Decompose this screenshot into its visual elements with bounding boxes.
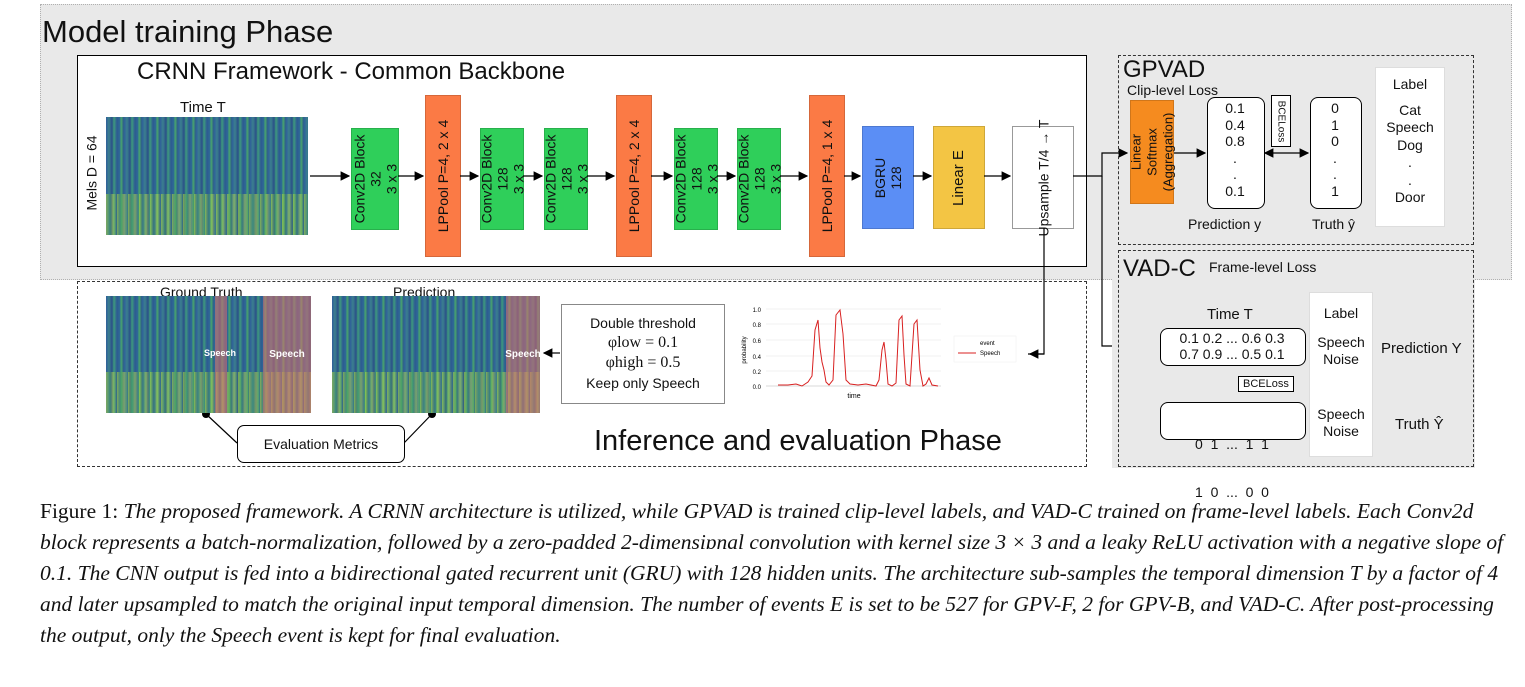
plot-speech-line	[778, 308, 939, 387]
prediction-speech-segment: Speech	[505, 296, 541, 413]
figure-caption: Figure 1: The proposed framework. A CRNN…	[40, 496, 1512, 651]
gpvad-label-1: Speech	[1386, 119, 1434, 135]
gpvad-label-column: Label Cat Speech Dog . . Door	[1375, 67, 1445, 227]
gpvad-truth-values: 0 1 0 . . 1	[1310, 100, 1360, 199]
gpvad-pred-1: 0.4	[1225, 116, 1245, 133]
vadc-pred-row-0: 0.1 0.2 ... 0.6 0.3	[1179, 330, 1285, 346]
vadc-prediction-matrix	[1160, 328, 1306, 366]
caption-lead: Figure 1:	[40, 499, 119, 523]
plot-legend	[953, 335, 1017, 363]
conv2d-block-2: Conv2D Block 128 3 x 3	[478, 128, 526, 230]
threshold-high: φhigh = 0.5	[605, 354, 681, 371]
gpvad-pred-4: .	[1233, 166, 1237, 182]
threshold-box: Double threshold φlow = 0.1 φhigh = 0.5 …	[561, 304, 725, 404]
ground-truth-speech-segment-1	[215, 296, 227, 413]
gpvad-label-5: Door	[1394, 189, 1426, 205]
vadc-title: VAD-C	[1123, 255, 1196, 282]
caption-text: The proposed framework. A CRNN architect…	[40, 499, 1504, 647]
conv2d-block-5: Conv2D Block 128 3 x 3	[735, 128, 783, 230]
gpvad-truth-0: 0	[1331, 100, 1339, 116]
gpvad-label-3: .	[1408, 154, 1412, 170]
gpvad-label-4: .	[1408, 171, 1412, 188]
vadc-label-pred-0: Speech	[1317, 334, 1365, 350]
ground-truth-speech-tag-2: Speech	[269, 349, 305, 360]
vadc-prediction-values: 0.1 0.2 ... 0.6 0.3 0.7 0.9 ... 0.5 0.1	[1160, 330, 1304, 362]
plot-ytick-2: 0.4	[753, 355, 762, 361]
vadc-label-truth-1: Noise	[1323, 423, 1359, 439]
gpvad-aggregation-block: Linear Softmax (Aggregation)	[1128, 100, 1175, 204]
plot-ylabel: probability	[742, 336, 748, 363]
conv2d-block-4: Conv2D Block 128 3 x 3	[672, 128, 720, 230]
vadc-label-truth-0: Speech	[1317, 406, 1365, 422]
vadc-label-header: Label	[1323, 305, 1359, 321]
crnn-backbone-title: CRNN Framework - Common Backbone	[137, 58, 566, 85]
probability-plot: 0.0 0.2 0.4 0.6 0.8 1.0 probability time…	[742, 308, 1017, 400]
gpvad-label-2: Dog	[1397, 136, 1423, 153]
gpvad-truth-label: Truth ŷ	[1312, 216, 1356, 232]
ground-truth-speech-tag-1: Speech	[204, 348, 237, 358]
gpvad-label-header: Label	[1392, 76, 1428, 92]
plot-ytick-5: 1.0	[753, 308, 762, 314]
vadc-subtitle: Frame-level Loss	[1209, 259, 1317, 275]
threshold-low: φlow = 0.1	[607, 334, 679, 351]
vadc-truth-matrix	[1160, 402, 1306, 440]
prediction-speech-tag: Speech	[505, 349, 541, 360]
evaluation-metrics-label: Evaluation Metrics	[263, 436, 379, 452]
plot-ytick-1: 0.2	[753, 370, 762, 376]
prediction-spectrogram	[332, 296, 540, 413]
ground-truth-speech-segment-2: Speech	[263, 296, 311, 413]
gpvad-label-0: Cat	[1399, 101, 1421, 118]
threshold-keep: Keep only Speech	[586, 375, 700, 391]
gpvad-prediction-values: 0.1 0.4 0.8 . . 0.1	[1207, 100, 1263, 199]
vadc-truth-label: Truth Ŷ	[1395, 416, 1444, 433]
plot-ytick-3: 0.6	[753, 339, 762, 345]
gpvad-loss-label: BCELoss	[1275, 100, 1287, 142]
gpvad-pred-5: 0.1	[1225, 182, 1245, 199]
input-time-label: Time T	[180, 99, 226, 116]
vadc-truth-values: 0 1 ... 1 1 1 0 ... 0 0	[1160, 404, 1304, 516]
inference-phase-title: Inference and evaluation Phase	[594, 425, 1002, 457]
vadc-time-label: Time T	[1207, 306, 1253, 323]
gpvad-pred-0: 0.1	[1225, 100, 1245, 116]
plot-ytick-4: 0.8	[753, 323, 762, 329]
inference-phase-panel	[77, 281, 1087, 467]
gpvad-truth-vector	[1310, 97, 1362, 209]
plot-xlabel: time	[847, 393, 860, 400]
gpvad-subtitle: Clip-level Loss	[1127, 82, 1219, 98]
vadc-truth-row-0: 0 1 ... 1 1	[1195, 436, 1269, 452]
gpvad-pred-2: 0.8	[1225, 133, 1245, 149]
upsample-block: Upsample T/4 → T	[1012, 119, 1074, 236]
vadc-prediction-label: Prediction Y	[1381, 340, 1462, 357]
gpvad-aggregation-label: Linear Softmax (Aggregation)	[1128, 112, 1175, 192]
evaluation-metrics-box: Evaluation Metrics	[237, 425, 405, 463]
gpvad-pred-3: .	[1233, 149, 1237, 166]
gpvad-panel	[1118, 55, 1474, 245]
gpvad-prediction-label: Prediction y	[1188, 216, 1262, 232]
gpvad-prediction-vector	[1207, 97, 1265, 209]
plot-legend-series: Speech	[980, 351, 1000, 357]
gpvad-truth-3: .	[1333, 149, 1337, 166]
vadc-truth-row-1: 1 0 ... 0 0	[1195, 484, 1269, 500]
input-spectrogram	[106, 117, 308, 235]
vadc-label-pred-1: Noise	[1323, 351, 1359, 367]
gpvad-truth-5: 1	[1331, 182, 1339, 199]
vadc-pred-row-1: 0.7 0.9 ... 0.5 0.1	[1179, 346, 1285, 362]
gpvad-truth-4: .	[1333, 166, 1337, 182]
training-phase-title: Model training Phase	[42, 14, 334, 49]
plot-legend-title: event	[980, 341, 995, 347]
bgru-block: BGRU 128	[862, 126, 914, 229]
plot-ytick-0: 0.0	[753, 385, 762, 391]
gpvad-loss-box: BCELoss	[1271, 95, 1291, 147]
linear-block: Linear E	[933, 126, 985, 229]
vadc-panel	[1118, 250, 1474, 467]
conv2d-block-1: Conv2D Block 32 3 x 3	[351, 128, 399, 230]
vadc-label-column: Label Speech Noise Speech Noise	[1309, 292, 1373, 457]
gpvad-title: GPVAD	[1123, 56, 1206, 83]
gpvad-truth-2: 0	[1331, 133, 1339, 149]
conv2d-block-3: Conv2D Block 128 3 x 3	[542, 128, 590, 230]
vadc-loss-box: BCELoss	[1238, 376, 1294, 392]
threshold-title: Double threshold	[590, 315, 696, 331]
gpvad-truth-1: 1	[1331, 116, 1339, 133]
